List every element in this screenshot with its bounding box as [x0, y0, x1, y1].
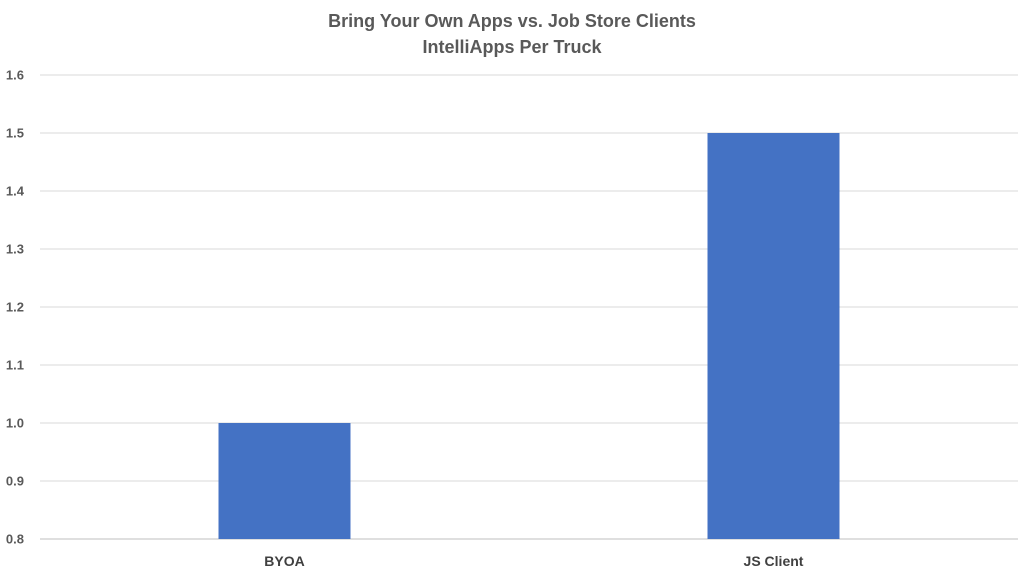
y-axis-tick-labels: 0.8 0.9 1.0 1.1 1.2 1.3 1.4 1.5 1.6	[6, 68, 25, 547]
y-tick-label: 1.6	[6, 68, 24, 83]
y-tick-label: 1.0	[6, 416, 24, 431]
chart-subtitle: IntelliApps Per Truck	[422, 37, 602, 57]
bars	[218, 133, 840, 539]
y-tick-label: 1.5	[6, 126, 24, 141]
bar-js-client	[707, 133, 840, 539]
y-tick-label: 1.1	[6, 358, 24, 373]
chart-title: Bring Your Own Apps vs. Job Store Client…	[328, 11, 696, 31]
y-tick-label: 0.9	[6, 474, 24, 489]
bar-byoa	[218, 423, 351, 539]
y-tick-label: 1.2	[6, 300, 24, 315]
x-category-label: BYOA	[264, 553, 304, 569]
x-axis-category-labels: BYOA JS Client	[264, 553, 804, 569]
y-tick-label: 1.4	[6, 184, 25, 199]
x-category-label: JS Client	[744, 553, 804, 569]
y-tick-label: 1.3	[6, 242, 24, 257]
gridlines	[40, 74, 1018, 540]
y-tick-label: 0.8	[6, 532, 24, 547]
